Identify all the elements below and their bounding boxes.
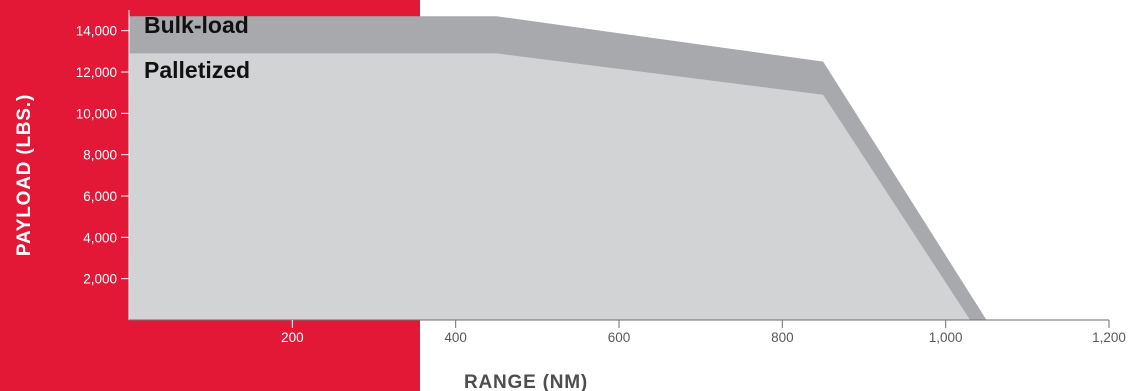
y-tick-label: 10,000 — [76, 106, 117, 121]
x-tick-label: 200 — [281, 330, 304, 345]
series-label-bulk-load: Bulk-load — [144, 12, 249, 38]
y-tick-label: 14,000 — [76, 24, 117, 39]
x-tick-label: 600 — [608, 330, 631, 345]
area-palletized — [129, 53, 971, 321]
chart-areas — [129, 16, 987, 321]
chart-ticks: 2,000 4,000 6,000 8,000 10,000 12,000 14,000 20… — [76, 24, 1126, 345]
x-axis-title: RANGE (NM) — [464, 372, 588, 391]
series-label-palletized: Palletized — [144, 57, 250, 83]
y-tick-label: 6,000 — [83, 189, 117, 204]
x-tick-label: 800 — [771, 330, 794, 345]
x-tick-label: 400 — [444, 330, 467, 345]
y-tick-label: 2,000 — [83, 272, 117, 287]
series-labels: Bulk-load Palletized — [144, 12, 250, 83]
y-tick-label: 4,000 — [83, 230, 117, 245]
x-tick-label: 1,200 — [1092, 330, 1126, 345]
x-tick-label: 1,000 — [929, 330, 963, 345]
y-tick-label: 8,000 — [83, 148, 117, 163]
y-axis-title: PAYLOAD (LBS.) — [14, 94, 35, 256]
y-tick-label: 12,000 — [76, 65, 117, 80]
